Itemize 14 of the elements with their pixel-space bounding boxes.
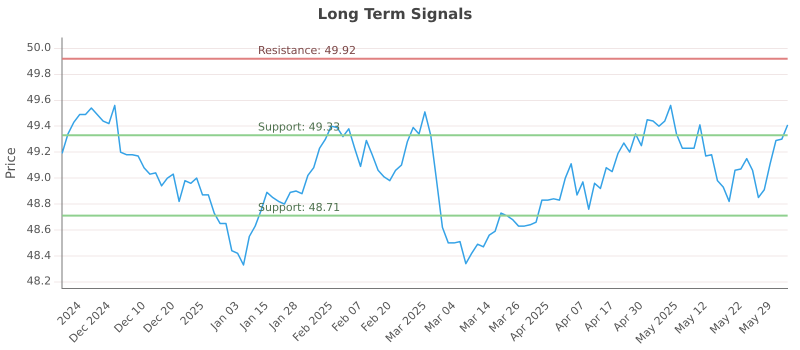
y-tick-label: 48.4: [26, 248, 52, 262]
y-tick-label: 49.2: [26, 144, 52, 158]
y-tick-label: 50.0: [26, 41, 52, 54]
y-tick-label: 48.6: [26, 222, 52, 236]
ref-line-label: Support: 49.33: [258, 120, 340, 134]
y-tick-label: 49.6: [26, 93, 52, 106]
y-tick-label: 49.8: [26, 67, 52, 80]
y-axis-title: Price: [4, 147, 20, 180]
y-tick-label: 48.8: [26, 196, 52, 210]
ref-line-label: Resistance: 49.92: [258, 44, 356, 58]
y-tick-label: 49.0: [26, 170, 52, 184]
y-tick-label: 48.2: [26, 274, 52, 288]
chart-title: Long Term Signals: [318, 4, 472, 23]
y-tick-label: 49.4: [26, 119, 52, 132]
